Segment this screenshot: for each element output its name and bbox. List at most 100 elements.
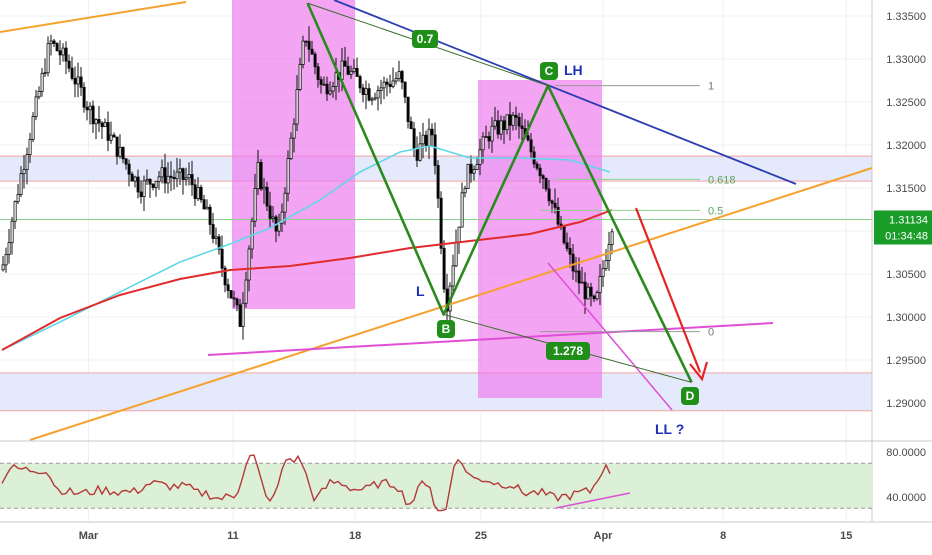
pattern-leg: [306, 2, 693, 383]
candle-body: [304, 40, 308, 43]
candle-body: [319, 79, 323, 85]
candle-body: [343, 60, 347, 67]
candle-body: [595, 292, 599, 300]
lower-low-label: LL ?: [655, 421, 684, 437]
candle-body: [598, 276, 602, 294]
candle-body: [502, 120, 506, 131]
candle-body: [43, 72, 47, 75]
candle-body: [313, 53, 317, 68]
candle-body: [415, 148, 419, 161]
candle-body: [472, 169, 476, 174]
price-tick-label: 1.33000: [886, 54, 926, 66]
candle-body: [388, 83, 392, 87]
candle-body: [316, 66, 320, 80]
fib-level-label: 0.618: [708, 174, 736, 186]
candle-body: [241, 302, 245, 327]
candle-body: [436, 165, 440, 199]
candle-body: [34, 96, 38, 117]
candle-body: [538, 167, 542, 177]
trendline-rising: [29, 167, 873, 441]
low-label: L: [416, 283, 425, 299]
moving-average-short: [1, 145, 611, 351]
forecast-arrow-head: [689, 361, 709, 382]
candle-body: [223, 267, 227, 286]
candle-body: [364, 88, 368, 95]
candle-body: [184, 177, 188, 180]
last-price-text: 1.31134: [889, 214, 928, 226]
candle-body: [22, 169, 26, 175]
candle-body: [478, 149, 482, 165]
candle-body: [412, 128, 416, 149]
candle-body: [295, 89, 299, 125]
candle-body: [577, 270, 581, 284]
candle-body: [466, 163, 470, 189]
candle-body: [430, 128, 434, 136]
support-line: [207, 322, 774, 356]
rsi-band: [0, 463, 872, 509]
candle-body: [301, 40, 305, 65]
candle-body: [136, 176, 140, 193]
point-label-c: C: [540, 62, 558, 80]
candle-body: [400, 71, 404, 83]
candle-body: [52, 40, 56, 44]
candle-body: [232, 297, 236, 300]
candle-body: [196, 186, 200, 200]
candle-body: [49, 40, 53, 45]
rsi-line: [1, 454, 611, 512]
candle-body: [151, 183, 155, 188]
candle-body: [562, 225, 566, 244]
candle-body: [511, 114, 515, 126]
fib-level-label: 0: [708, 327, 714, 339]
ratio-label-text: 0.7: [417, 32, 434, 46]
candle-body: [79, 76, 83, 88]
candle-body: [142, 180, 146, 198]
candle-body: [310, 48, 314, 55]
candle-body: [64, 47, 68, 62]
candle-body: [220, 248, 224, 269]
candle-body: [487, 136, 491, 142]
candle-body: [496, 120, 500, 135]
candle-body: [358, 76, 362, 89]
candle-body: [238, 304, 242, 327]
candle-body: [391, 80, 395, 87]
candle-body: [298, 64, 302, 90]
candle-body: [589, 286, 593, 297]
candle-body: [409, 121, 413, 130]
candle-body: [4, 254, 8, 266]
candle-body: [169, 175, 173, 178]
candle-body: [469, 163, 473, 174]
candle-body: [397, 71, 401, 79]
candle-body: [289, 137, 293, 159]
time-tick-label: Mar: [79, 530, 99, 542]
price-tick-label: 1.29500: [886, 355, 926, 367]
candle-body: [604, 260, 608, 269]
point-label-c-text: C: [545, 64, 554, 78]
price-tick-label: 1.32500: [886, 97, 926, 109]
candle-body: [277, 222, 281, 232]
ratio-label-text: 1.278: [553, 344, 583, 358]
candle-body: [352, 67, 356, 72]
candle-body: [451, 265, 455, 287]
candle-body: [376, 90, 380, 99]
candle-body: [268, 205, 272, 219]
candle-body: [370, 98, 374, 101]
candle-body: [208, 206, 212, 225]
candle-body: [109, 134, 113, 141]
candle-body: [505, 114, 509, 131]
forecast-arrow: [634, 207, 702, 373]
candle-body: [88, 105, 92, 111]
candle-body: [130, 173, 134, 182]
candle-body: [256, 161, 260, 189]
candle-body: [382, 81, 386, 89]
candle-body: [481, 136, 485, 151]
candle-body: [307, 40, 311, 50]
candle-body: [73, 78, 77, 85]
candle-body: [25, 154, 29, 170]
candle-body: [175, 171, 179, 180]
countdown-text: 01:34:48: [885, 230, 928, 242]
candle-body: [547, 188, 551, 202]
candle-body: [529, 139, 533, 153]
candle-body: [463, 188, 467, 194]
candle-body: [403, 81, 407, 98]
fib-level-label: 0.5: [708, 205, 723, 217]
